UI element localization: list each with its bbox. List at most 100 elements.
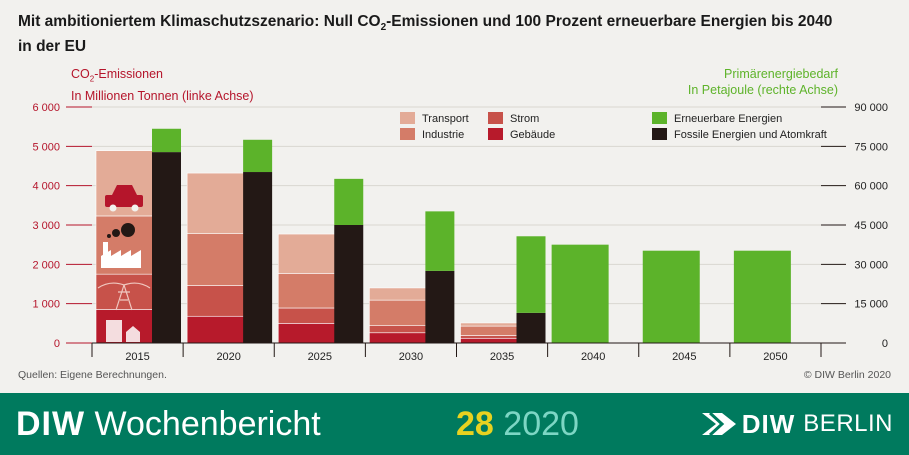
co2-bar-strom: [277, 307, 336, 324]
left-tick-label: 0: [54, 338, 60, 350]
right-tick-label: 90 000: [854, 102, 888, 114]
co2-bar-strom: [460, 335, 518, 339]
co2-bar-industrie: [460, 325, 518, 336]
car-icon: [105, 185, 143, 212]
legend: Transport Industrie Strom Gebäude Erneuerbar…: [400, 112, 827, 141]
brand-rest: Wochenbericht: [94, 405, 321, 443]
sector-icons: [97, 185, 151, 342]
factory-icon: [101, 242, 141, 268]
left-tick-label: 3 000: [32, 220, 60, 232]
energy-bar-erneuerbar: [551, 244, 609, 343]
logo-diw-text: DIW: [741, 408, 796, 439]
smoke-icon: [107, 223, 135, 238]
diw-logo-icon: [701, 411, 736, 437]
power-line-icon: [97, 282, 151, 311]
left-tick-label: 4 000: [32, 181, 60, 193]
co2-bar-gebaeude: [460, 337, 518, 344]
issue-number: 28: [456, 405, 494, 443]
source-note: Quellen: Eigene Berechnungen.: [18, 369, 167, 381]
legend-label-transport: Transport: [422, 113, 469, 125]
left-header-post: -Emissionen: [94, 67, 163, 81]
right-axis-unit: In Petajoule (rechte Achse): [687, 83, 838, 97]
legend-label-erneuerbar: Erneuerbare Energien: [674, 113, 782, 125]
right-header-title: Primärenergiebedarf: [724, 67, 838, 81]
co2-bar-strom: [186, 285, 245, 317]
x-tick-label: 2015: [125, 351, 149, 363]
chart-title: Mit ambitioniertem Klimaschutzszenario: …: [18, 12, 878, 56]
left-axis-unit: In Millionen Tonnen (linke Achse): [71, 88, 254, 103]
legend-label-fossil: Fossile Energien und Atomkraft: [674, 129, 827, 141]
issue-label: 28 2020: [456, 397, 579, 451]
x-tick-label: 2025: [308, 351, 332, 363]
publication-name: DIW Wochenbericht: [16, 397, 321, 451]
x-tick-label: 2030: [399, 351, 423, 363]
right-tick-label: 75 000: [854, 141, 888, 153]
x-tick-label: 2035: [490, 351, 514, 363]
right-tick-label: 0: [882, 338, 888, 350]
co2-bar-industrie: [277, 273, 336, 309]
left-axis-header: CO2-Emissionen In Millionen Tonnen (link…: [71, 66, 254, 104]
legend-label-gebaeude: Gebäude: [510, 129, 555, 141]
left-header-sub: 2: [89, 74, 95, 84]
legend-swatch-industrie: [400, 128, 415, 140]
energy-bar-erneuerbar: [334, 178, 364, 225]
title-subscript: 2: [380, 22, 387, 34]
energy-bar-erneuerbar: [152, 128, 181, 153]
x-tick-label: 2050: [763, 351, 787, 363]
x-tick-label: 2045: [672, 351, 696, 363]
legend-swatch-erneuerbar: [652, 112, 667, 124]
energy-bar-fossil: [152, 152, 181, 343]
left-header-pre: CO: [71, 67, 90, 81]
brand-bold: DIW: [16, 405, 86, 443]
co2-bar-industrie: [369, 299, 427, 326]
co2-bar-strom: [369, 325, 427, 334]
legend-swatch-gebaeude: [488, 128, 503, 140]
right-tick-label: 15 000: [854, 299, 888, 311]
footer-bar: DIW Wochenbericht 28 2020 DIW BERLIN: [0, 393, 909, 455]
chart-canvas: 0 0 1 000 15 000 2 000 30 000 3 000 45 000 4 000…: [32, 102, 888, 363]
left-tick-label: 2 000: [32, 259, 60, 271]
building-icon: [106, 320, 140, 342]
co2-bar-gebaeude: [369, 332, 427, 344]
title-text-2: -Emissionen und 100 Prozent erneuerbare …: [386, 13, 833, 30]
co2-bar-gebaeude: [277, 323, 336, 344]
copyright-note: © DIW Berlin 2020: [803, 369, 891, 381]
right-tick-label: 45 000: [854, 220, 888, 232]
co2-bar-industrie: [186, 233, 245, 286]
energy-bar-erneuerbar: [733, 250, 791, 343]
title-line-2: in der EU: [18, 38, 87, 56]
right-axis-header: Primärenergiebedarf In Petajoule (rechte…: [688, 66, 838, 98]
legend-swatch-strom: [488, 112, 503, 124]
energy-bar-erneuerbar: [516, 236, 546, 313]
legend-swatch-transport: [400, 112, 415, 124]
co2-bar-transport: [460, 322, 518, 327]
legend-label-strom: Strom: [510, 113, 539, 125]
co2-bar-transport: [186, 172, 245, 234]
energy-bar-erneuerbar: [642, 250, 700, 343]
co2-bar-gebaeude: [186, 315, 245, 344]
x-tick-label: 2040: [581, 351, 605, 363]
bars: [95, 128, 791, 344]
axes: 0 0 1 000 15 000 2 000 30 000 3 000 45 000 4 000…: [32, 102, 888, 363]
right-tick-label: 60 000: [854, 181, 888, 193]
logo-berlin-text: BERLIN: [803, 410, 893, 437]
title-text-1: Mit ambitioniertem Klimaschutzszenario: …: [18, 13, 381, 30]
energy-bar-fossil: [334, 225, 364, 343]
energy-bar-fossil: [243, 172, 273, 343]
issue-year: 2020: [503, 405, 579, 443]
left-tick-label: 5 000: [32, 141, 60, 153]
left-tick-label: 6 000: [32, 102, 60, 114]
energy-bar-fossil: [425, 270, 455, 343]
energy-bar-erneuerbar: [425, 211, 455, 271]
x-tick-label: 2020: [216, 351, 240, 363]
co2-bar-transport: [277, 233, 336, 274]
energy-bar-fossil: [516, 312, 546, 343]
right-tick-label: 30 000: [854, 259, 888, 271]
co2-bar-transport: [369, 287, 427, 301]
co2-bar-gebaeude: [95, 309, 154, 344]
diw-logo: DIW BERLIN: [700, 407, 893, 441]
legend-swatch-fossil: [652, 128, 667, 140]
energy-bar-erneuerbar: [243, 139, 273, 173]
left-tick-label: 1 000: [32, 299, 60, 311]
legend-label-industrie: Industrie: [422, 129, 464, 141]
